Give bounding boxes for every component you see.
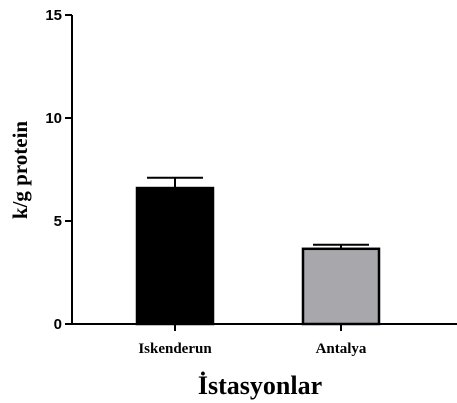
- bars: [135, 176, 381, 326]
- x-tick-label: Antalya: [316, 341, 367, 357]
- y-tick-label: 15: [45, 7, 62, 24]
- y-axis: 0 5 10 15: [45, 7, 73, 333]
- bar-iskenderun: [135, 186, 215, 326]
- bar-antalya: [301, 247, 381, 326]
- x-tick-label: Iskenderun: [138, 341, 212, 357]
- y-tick-label: 0: [54, 316, 62, 333]
- y-axis-label: k/g protein: [8, 121, 32, 220]
- y-tick-label: 10: [45, 110, 62, 127]
- x-axis-label: İstasyonlar: [198, 371, 322, 400]
- y-tick-label: 5: [54, 213, 62, 230]
- x-axis: Iskenderun Antalya: [71, 323, 457, 357]
